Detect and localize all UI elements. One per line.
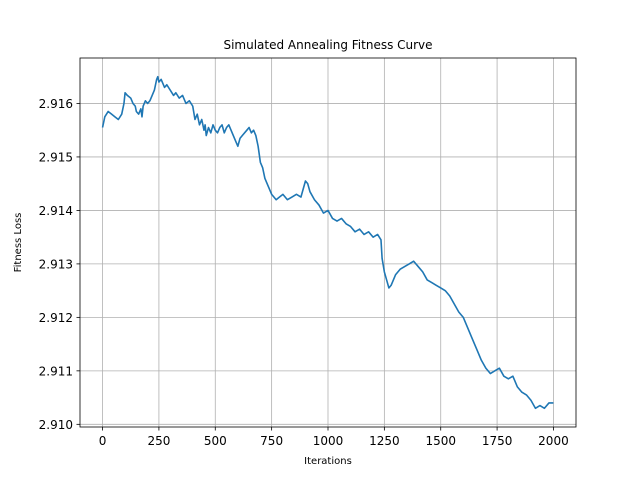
x-tick-label: 1500 bbox=[425, 434, 456, 448]
y-tick-label: 2.914 bbox=[39, 204, 73, 218]
x-tick-label: 1250 bbox=[369, 434, 400, 448]
x-tick-label: 2000 bbox=[538, 434, 569, 448]
y-tick-label: 2.915 bbox=[39, 150, 73, 164]
y-axis: 2.910 2.911 2.912 2.913 2.914 2.915 2.916 bbox=[39, 97, 80, 432]
y-tick-label: 2.912 bbox=[39, 311, 73, 325]
x-tick-label: 1000 bbox=[313, 434, 344, 448]
x-tick-label: 500 bbox=[204, 434, 227, 448]
y-tick-label: 2.913 bbox=[39, 257, 73, 271]
x-axis: 0 250 500 750 1000 1250 1500 1750 2000 bbox=[99, 427, 569, 448]
y-tick-label: 2.911 bbox=[39, 364, 73, 378]
x-tick-label: 750 bbox=[260, 434, 283, 448]
x-tick-label: 1750 bbox=[482, 434, 513, 448]
series-area bbox=[101, 75, 554, 410]
x-tick-label: 0 bbox=[99, 434, 107, 448]
y-tick-label: 2.916 bbox=[39, 97, 73, 111]
y-tick-label: 2.910 bbox=[39, 418, 73, 432]
x-tick-label: 250 bbox=[147, 434, 170, 448]
chart-title: Simulated Annealing Fitness Curve bbox=[223, 38, 432, 52]
series-line bbox=[101, 75, 554, 410]
y-axis-label: Fitness Loss bbox=[13, 213, 24, 273]
x-axis-label: Iterations bbox=[304, 456, 352, 467]
